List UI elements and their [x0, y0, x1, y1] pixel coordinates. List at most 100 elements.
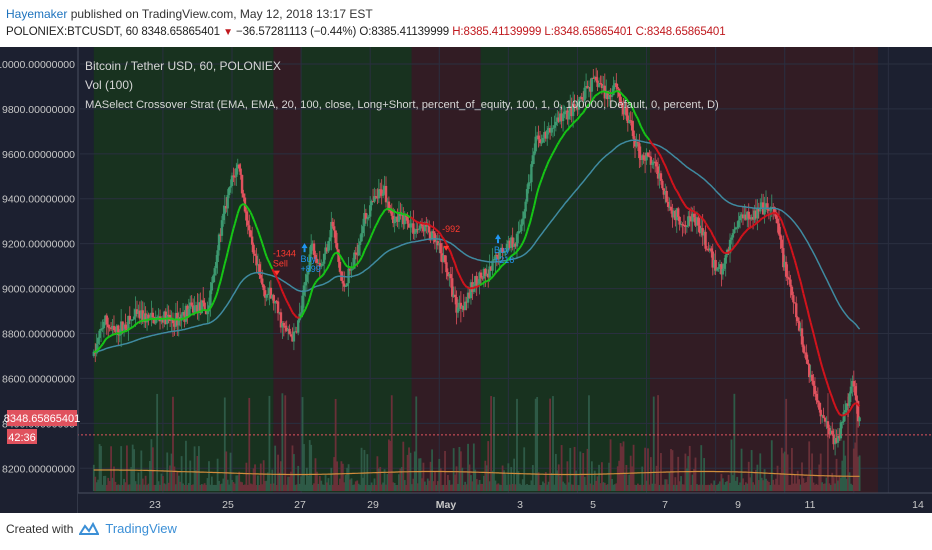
candle-body — [514, 243, 517, 247]
fast-ema-segment — [319, 275, 322, 279]
fast-ema-segment — [834, 405, 838, 410]
candle-body — [154, 318, 157, 324]
volume-bar — [721, 478, 724, 491]
tradingview-brand[interactable]: TradingView — [105, 521, 177, 536]
fast-ema-segment — [493, 272, 497, 276]
candle-body — [258, 264, 261, 275]
volume-bar — [740, 448, 743, 491]
volume-bar — [773, 484, 776, 491]
price-label-box — [7, 410, 77, 426]
fast-ema-segment — [303, 308, 307, 313]
volume-bar — [706, 484, 708, 491]
candle-body — [314, 254, 317, 259]
candle-body — [148, 317, 152, 319]
candle-body — [282, 322, 286, 326]
volume-bar — [267, 472, 269, 491]
candle-body — [197, 302, 201, 314]
fast-ema-segment — [235, 213, 239, 219]
volume-bars — [92, 393, 861, 491]
candle-body — [432, 231, 435, 234]
fast-ema-segment — [355, 263, 358, 266]
fast-ema-segment — [743, 230, 747, 234]
volume-bar — [439, 468, 442, 491]
volume-bar — [209, 484, 212, 491]
volume-bar — [828, 483, 831, 491]
fast-ema-segment — [566, 127, 570, 131]
candle-body — [341, 280, 345, 284]
volume-bar — [723, 484, 726, 491]
candle-body — [512, 243, 516, 247]
candle-body — [802, 344, 805, 353]
candle-body — [753, 210, 756, 220]
fast-ema-segment — [272, 271, 277, 276]
fast-ema-segment — [678, 195, 682, 200]
candle-body — [249, 230, 252, 237]
fast-ema-segment — [629, 104, 634, 108]
fast-ema-segment — [813, 339, 818, 346]
candle-body — [485, 273, 488, 276]
fast-ema-segment — [583, 107, 587, 111]
volume-bar — [114, 481, 117, 491]
fast-ema-segment — [549, 155, 553, 160]
candle-body — [121, 321, 124, 331]
candle-body — [229, 186, 232, 188]
volume-bar — [786, 454, 789, 491]
candle-body — [505, 243, 509, 251]
fast-ema-segment — [320, 274, 324, 278]
candle-body — [692, 213, 696, 218]
fast-ema-segment — [331, 253, 336, 257]
fast-ema-segment — [850, 405, 854, 410]
fast-ema-segment — [711, 234, 716, 239]
volume-bar — [480, 483, 482, 491]
candle-body — [295, 331, 298, 333]
candle-body — [105, 315, 108, 325]
volume-bar — [392, 482, 395, 491]
volume-bar — [190, 484, 193, 491]
fast-ema-segment — [448, 249, 452, 253]
candle-body — [836, 435, 840, 443]
fast-ema-segment — [498, 265, 502, 269]
fast-ema-segment — [844, 412, 848, 416]
fast-ema-segment — [601, 90, 604, 93]
fast-ema-segment — [238, 205, 242, 210]
candle-body — [646, 152, 650, 157]
fast-ema-segment — [763, 214, 767, 218]
volume-bar — [661, 484, 664, 491]
fast-ema-segment — [293, 313, 297, 317]
volume-bar — [275, 484, 278, 491]
fast-ema-segment — [778, 215, 782, 220]
volume-bar — [711, 484, 714, 491]
candle-body — [394, 216, 398, 219]
volume-bar — [537, 472, 540, 491]
fast-ema-segment — [268, 262, 272, 267]
fast-ema-segment — [689, 208, 692, 212]
candle-body — [574, 106, 578, 108]
candle-body — [151, 312, 155, 318]
volume-bar — [317, 483, 320, 491]
volume-bar — [239, 481, 242, 491]
fast-ema-segment — [651, 143, 655, 147]
volume-bar — [809, 469, 812, 491]
candle-body — [546, 130, 549, 139]
volume-bar — [376, 456, 379, 491]
volume-bar — [598, 464, 600, 491]
volume-bar — [563, 483, 566, 491]
candle-body — [383, 185, 386, 194]
candle-body — [183, 311, 186, 322]
chart-area[interactable]: -1344 Sell Buy +899 -992 Buy +216 Bitcoin / Te… — [0, 47, 932, 513]
volume-bar — [801, 462, 803, 491]
volume-bar — [832, 477, 835, 491]
fast-ema-segment — [696, 212, 699, 216]
volume-bar — [357, 483, 360, 491]
volume-bar — [167, 482, 170, 491]
candle-body — [607, 95, 611, 100]
volume-bar — [665, 479, 668, 491]
candle-body — [206, 311, 209, 315]
volume-bar — [696, 484, 698, 491]
candle-body — [557, 117, 560, 122]
fast-ema-segment — [562, 132, 566, 137]
author-link[interactable]: Hayemaker — [6, 7, 68, 21]
fast-ema-segment — [477, 284, 481, 288]
fast-ema-segment — [231, 228, 235, 235]
